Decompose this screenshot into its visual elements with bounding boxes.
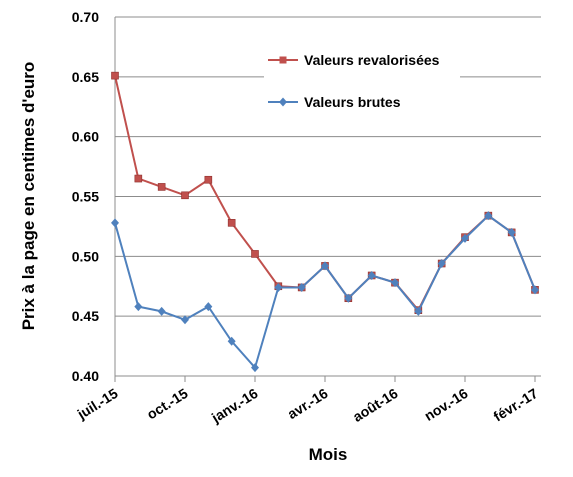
x-tick-label: août-16 — [350, 385, 401, 425]
data-point — [344, 293, 353, 303]
x-tick-label: avr.-16 — [284, 385, 330, 422]
data-point — [111, 218, 119, 228]
data-point — [204, 302, 213, 312]
legend-label: Valeurs revalorisées — [304, 52, 440, 68]
y-tick-label: 0.60 — [72, 129, 99, 145]
data-point — [111, 71, 119, 80]
data-point — [414, 306, 423, 316]
data-point — [367, 270, 376, 280]
data-point — [134, 174, 143, 183]
data-point — [507, 227, 516, 237]
data-point — [157, 183, 166, 191]
x-tick-label: janv.-16 — [208, 385, 261, 426]
data-point — [227, 219, 236, 227]
legend-label: Valeurs brutes — [304, 94, 401, 110]
data-point — [297, 282, 306, 292]
data-point — [274, 282, 283, 292]
data-point — [181, 191, 189, 200]
data-point — [531, 285, 539, 295]
y-axis-title: Prix à la page en centimes d'euro — [19, 62, 38, 331]
data-point — [437, 259, 446, 269]
y-tick-label: 0.50 — [72, 248, 99, 264]
data-point — [391, 278, 399, 288]
x-tick-label: oct.-15 — [144, 385, 191, 423]
legend: Valeurs revalorisées Valeurs brutes — [264, 42, 460, 120]
x-tick-label: juil.-15 — [74, 385, 121, 423]
data-point — [227, 336, 236, 346]
y-tick-label: 0.45 — [72, 308, 99, 324]
data-point — [204, 175, 213, 184]
y-tick-label: 0.40 — [72, 368, 99, 384]
x-tick-label: nov.-16 — [421, 385, 470, 424]
data-point — [321, 261, 329, 271]
legend-marker — [279, 97, 287, 107]
data-point — [251, 250, 259, 258]
data-point — [181, 315, 189, 325]
x-axis-title: Mois — [309, 445, 348, 464]
series-line — [114, 214, 536, 370]
data-point — [251, 363, 259, 373]
series — [111, 71, 539, 373]
legend-box — [264, 42, 460, 120]
x-tick-label: févr.-17 — [491, 385, 541, 425]
data-point — [484, 211, 493, 221]
y-tick-label: 0.65 — [72, 69, 99, 85]
y-tick-label: 0.55 — [72, 189, 99, 205]
legend-marker — [279, 56, 287, 64]
data-point — [157, 306, 166, 316]
data-point — [461, 233, 469, 243]
data-point — [134, 302, 143, 312]
y-tick-label: 0.70 — [72, 9, 99, 25]
